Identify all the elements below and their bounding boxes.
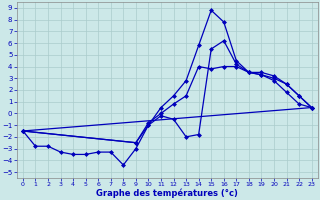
X-axis label: Graphe des températures (°c): Graphe des températures (°c) — [96, 188, 238, 198]
